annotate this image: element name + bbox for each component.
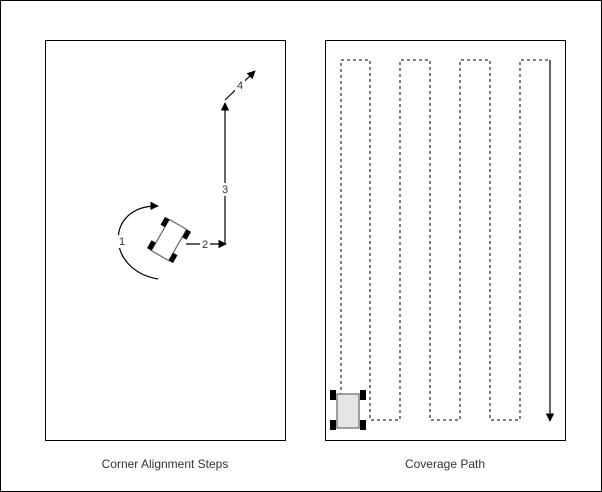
robot-wheel-icon: [360, 420, 366, 430]
robot-wheel-icon: [147, 240, 156, 251]
robot-wheel-icon: [160, 216, 170, 228]
step-1-label-bg: [117, 235, 127, 248]
step-1-label: 1: [119, 236, 125, 248]
robot-wheel-icon: [330, 390, 336, 400]
step-3-label-bg: [220, 183, 230, 196]
coverage-path: [340, 59, 551, 421]
robot-wheel-icon: [168, 252, 178, 264]
right-panel-caption: Coverage Path: [404, 457, 486, 471]
robot-wheel-icon: [182, 229, 191, 240]
robot-body: [150, 218, 188, 262]
step-2-label: 2: [202, 239, 208, 251]
step-4-label: 4: [237, 80, 243, 92]
step-3-label: 3: [222, 184, 228, 196]
robot-wheel-icon: [360, 390, 366, 400]
left-panel-caption: Corner Alignment Steps: [101, 457, 229, 471]
left-panel-frame: [45, 40, 286, 441]
step-2-label-bg: [200, 238, 210, 251]
step-4-label-bg: [235, 79, 245, 92]
right-panel-frame: [325, 40, 566, 441]
robot-wheel-icon: [330, 420, 336, 430]
robot-rotated: [147, 216, 191, 264]
robot-body: [336, 393, 360, 429]
robot-corner: [330, 390, 366, 430]
